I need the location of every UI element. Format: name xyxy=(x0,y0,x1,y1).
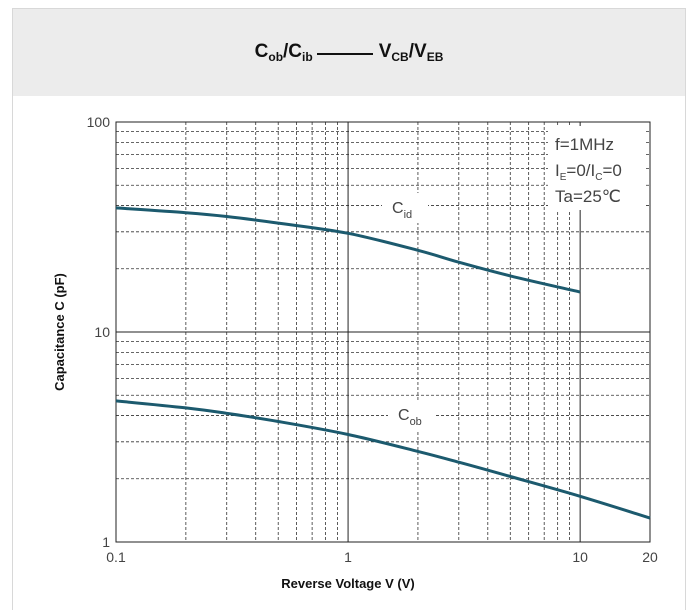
annotation-bg xyxy=(548,126,646,210)
annotation-temperature: Ta=25℃ xyxy=(555,187,621,206)
series-line-cob xyxy=(115,399,651,520)
x-tick-label: 10 xyxy=(572,549,588,565)
series-curves xyxy=(115,206,651,520)
x-tick-label: 0.1 xyxy=(106,549,126,565)
chart-card: Cob /Cib VCB /VEB xyxy=(12,8,686,610)
series-line-cid xyxy=(115,206,581,294)
y-tick-label: 10 xyxy=(94,324,110,340)
x-tick-label: 1 xyxy=(344,549,352,565)
y-axis-label: Capacitance C (pF) xyxy=(52,273,67,391)
series-label-cid: Cid xyxy=(392,200,412,221)
chart-header: Cob /Cib VCB /VEB xyxy=(13,9,685,96)
series-label-cob-bg xyxy=(388,400,434,430)
title-dash xyxy=(316,52,373,55)
conditions-annotation: f=1MHz IE=0/IC=0 Ta=25℃ xyxy=(548,126,646,210)
title-vcb: VCB xyxy=(378,41,409,64)
y-tick-label: 1 xyxy=(102,534,110,550)
title-cib: /Cib xyxy=(283,41,313,64)
plot-border xyxy=(115,121,651,543)
series-label-cob: Cob xyxy=(398,407,422,428)
title-cob: Cob xyxy=(254,41,284,64)
y-tick-label: 100 xyxy=(87,114,111,130)
annotation-frequency: f=1MHz xyxy=(555,135,614,154)
x-axis-label: Reverse Voltage V (V) xyxy=(281,576,414,591)
annotation-current: IE=0/IC=0 xyxy=(555,161,622,183)
grid xyxy=(115,121,651,543)
x-tick-label: 20 xyxy=(642,549,658,565)
series-label-cid-bg xyxy=(382,193,428,223)
title-veb: /VEB xyxy=(408,41,444,64)
series-labels: Cid Cob xyxy=(382,193,434,430)
